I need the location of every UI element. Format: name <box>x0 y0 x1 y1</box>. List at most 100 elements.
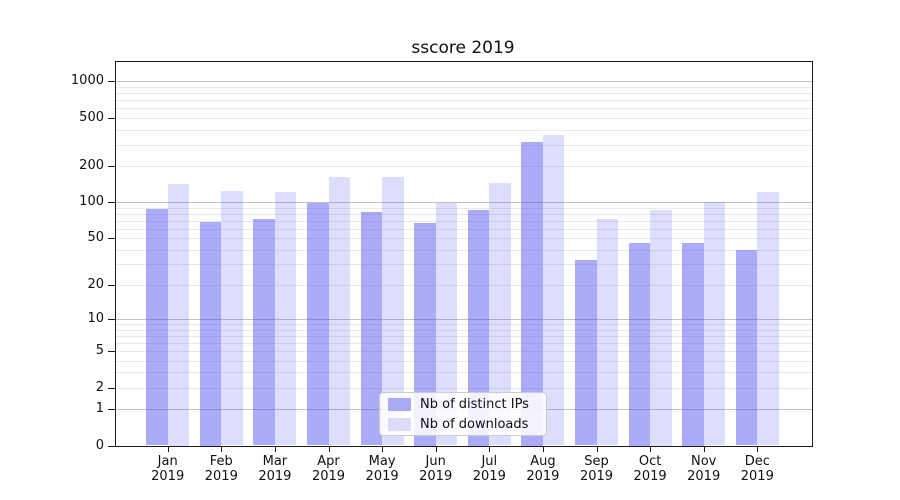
y-tick-mark-1 <box>108 409 115 410</box>
y-tick-mark-2 <box>108 387 115 389</box>
gridline-300 <box>116 144 812 146</box>
x-tick-label-jan: Jan 2019 <box>151 454 185 484</box>
y-tick-label-50: 50 <box>87 230 104 246</box>
y-tick-mark-500 <box>108 117 115 119</box>
y-tick-label-1: 1 <box>95 401 104 416</box>
y-tick-label-200: 200 <box>79 157 104 173</box>
x-tick-mark-feb <box>221 447 223 452</box>
x-tick-mark-jan <box>167 447 169 452</box>
bar-may-2019-downloads <box>382 176 404 446</box>
y-tick-label-10: 10 <box>87 311 104 327</box>
bar-jan-2019-downloads <box>167 183 190 446</box>
legend-row-downloads: Nb of downloads <box>388 414 546 434</box>
gridline-9 <box>116 324 812 326</box>
y-tick-mark-1000 <box>108 81 115 83</box>
x-tick-mark-aug <box>542 447 544 452</box>
gridline-100 <box>116 202 812 204</box>
x-tick-label-nov: Nov 2019 <box>687 454 721 484</box>
bar-jan-2019-ips <box>146 209 168 446</box>
bar-apr-2019-downloads <box>328 176 350 446</box>
x-tick-mark-apr <box>328 447 330 452</box>
x-tick-label-jun: Jun 2019 <box>419 454 453 484</box>
bar-aug-2019-ips <box>521 142 543 446</box>
gridline-80 <box>116 213 812 215</box>
legend-row-distinct-ips: Nb of distinct IPs <box>388 394 546 414</box>
bar-aug-2019-downloads <box>542 135 565 446</box>
gridline-200 <box>116 165 812 167</box>
x-tick-label-feb: Feb 2019 <box>204 454 238 484</box>
gridline-6 <box>116 342 812 344</box>
bar-nov-2019-downloads <box>703 202 726 446</box>
x-tick-label-jul: Jul 2019 <box>472 454 506 484</box>
x-tick-mark-jul <box>489 447 491 452</box>
legend-label-downloads: Nb of downloads <box>420 416 529 432</box>
gridline-60 <box>116 228 812 230</box>
x-tick-mark-sep <box>596 447 598 452</box>
bar-feb-2019-ips <box>199 221 222 446</box>
x-tick-mark-oct <box>650 447 652 452</box>
gridline-50 <box>116 238 812 240</box>
bar-sep-2019-ips <box>575 259 597 446</box>
gridline-3 <box>116 372 812 374</box>
y-tick-mark-50 <box>108 238 115 240</box>
legend-label-distinct-ips: Nb of distinct IPs <box>420 396 529 412</box>
x-tick-label-dec: Dec 2019 <box>740 454 774 484</box>
y-tick-label-20: 20 <box>87 277 104 292</box>
gridline-8 <box>116 329 812 331</box>
y-tick-label-100: 100 <box>79 194 104 210</box>
gridline-7 <box>116 335 812 337</box>
bar-may-2019-ips <box>360 211 383 446</box>
gridline-30 <box>116 264 812 266</box>
y-tick-label-500: 500 <box>79 109 104 125</box>
legend-swatch-downloads <box>388 417 411 431</box>
x-tick-mark-may <box>382 447 384 452</box>
y-tick-label-5: 5 <box>95 343 104 358</box>
x-tick-label-sep: Sep 2019 <box>579 454 614 484</box>
gridline-40 <box>116 249 812 251</box>
gridline-90 <box>116 207 812 209</box>
gridline-400 <box>116 129 812 131</box>
bar-mar-2019-ips <box>253 218 275 446</box>
y-tick-mark-5 <box>108 351 115 352</box>
legend: Nb of distinct IPs Nb of downloads <box>379 392 547 436</box>
x-tick-mark-mar <box>274 447 276 452</box>
gridline-20 <box>116 285 812 286</box>
bar-oct-2019-downloads <box>650 210 672 446</box>
bar-mar-2019-downloads <box>274 192 297 446</box>
bar-nov-2019-ips <box>682 242 704 446</box>
gridline-500 <box>116 117 812 119</box>
y-tick-mark-10 <box>108 319 115 321</box>
y-tick-mark-20 <box>108 285 115 286</box>
gridline-1000 <box>116 81 812 83</box>
y-tick-label-0: 0 <box>95 437 104 453</box>
y-tick-mark-0 <box>108 445 115 447</box>
y-tick-label-1000: 1000 <box>70 73 104 89</box>
y-tick-label-2: 2 <box>95 379 104 395</box>
bar-feb-2019-downloads <box>221 191 243 446</box>
y-tick-mark-100 <box>108 202 115 204</box>
x-tick-mark-nov <box>703 447 705 452</box>
gridline-800 <box>116 93 812 94</box>
x-tick-mark-dec <box>757 447 759 452</box>
y-tick-mark-200 <box>108 165 115 167</box>
gridline-5 <box>116 351 812 352</box>
gridline-700 <box>116 100 812 101</box>
x-tick-label-oct: Oct 2019 <box>633 454 667 484</box>
bar-dec-2019-downloads <box>757 192 779 446</box>
bar-jun-2019-downloads <box>435 203 458 446</box>
bar-oct-2019-ips <box>628 242 651 446</box>
plot-area: 0 1 2 5 10 20 50 100 200 500 1000 Jan 2019 Feb 2019… <box>71 61 813 484</box>
x-tick-mark-jun <box>435 447 437 452</box>
gridline-900 <box>116 86 812 88</box>
gridline-2 <box>116 387 812 389</box>
gridline-70 <box>116 220 812 222</box>
bar-jun-2019-ips <box>414 223 436 446</box>
x-tick-label-may: May 2019 <box>365 454 399 484</box>
bar-dec-2019-ips <box>735 249 758 446</box>
bar-sep-2019-downloads <box>596 218 618 446</box>
legend-swatch-distinct-ips <box>388 397 411 411</box>
gridline-4 <box>116 360 812 362</box>
x-tick-label-apr: Apr 2019 <box>311 454 346 484</box>
chart-title: sscore 2019 <box>411 38 515 58</box>
